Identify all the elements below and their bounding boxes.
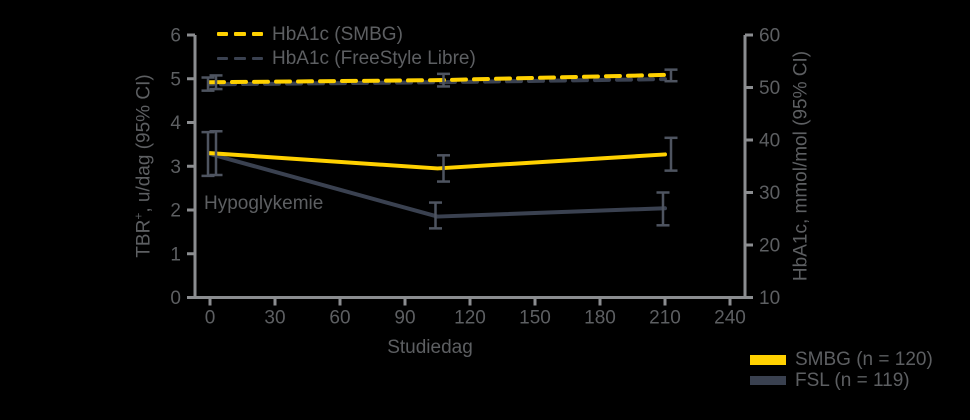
x-tick-label: 120 bbox=[454, 308, 486, 329]
smbg-color-swatch bbox=[750, 354, 786, 365]
y-right-tick-label: 40 bbox=[759, 131, 780, 152]
y-right-tick-label: 60 bbox=[759, 26, 780, 47]
y-left-tick-label: 0 bbox=[170, 288, 181, 309]
legend-top-row-smbg: HbA1c (SMBG) bbox=[217, 22, 476, 46]
x-tick-label: 180 bbox=[584, 308, 616, 329]
y-right-tick-label: 50 bbox=[759, 78, 780, 99]
y-left-axis-title: TBR+, u/dag (95% CI) bbox=[131, 74, 155, 258]
y-left-tick-label: 2 bbox=[170, 201, 181, 222]
legend-top: HbA1c (SMBG) HbA1c (FreeStyle Libre) bbox=[217, 22, 476, 70]
y-right-tick-label: 10 bbox=[759, 288, 780, 309]
legend-bottom-label-fsl: FSL (n = 119) bbox=[795, 370, 910, 391]
fsl-color-swatch bbox=[750, 376, 786, 385]
x-tick-label: 240 bbox=[714, 308, 746, 329]
hypoglykemie-annotation: Hypoglykemie bbox=[204, 193, 324, 214]
y-left-title-main: TBR bbox=[133, 219, 155, 258]
y-right-tick-label: 30 bbox=[759, 183, 780, 204]
y-left-tick-label: 5 bbox=[170, 69, 181, 90]
x-axis-title: Studiedag bbox=[387, 337, 473, 358]
y-left-tick-label: 6 bbox=[170, 26, 181, 47]
y-left-tick-label: 3 bbox=[170, 157, 181, 178]
y-left-tick-label: 1 bbox=[170, 244, 181, 265]
legend-bottom-label-smbg: SMBG (n = 120) bbox=[795, 349, 933, 370]
fsl-dashed-line-sample bbox=[217, 56, 263, 60]
legend-top-label-fsl: HbA1c (FreeStyle Libre) bbox=[272, 47, 476, 69]
y-left-title-rest: , u/dag (95% CI) bbox=[133, 74, 155, 213]
y-right-tick-label: 20 bbox=[759, 236, 780, 257]
x-tick-label: 90 bbox=[394, 308, 415, 329]
y-left-title-superscript: + bbox=[131, 212, 146, 220]
x-tick-label: 0 bbox=[205, 308, 216, 329]
x-tick-label: 30 bbox=[264, 308, 285, 329]
x-tick-label: 60 bbox=[329, 308, 350, 329]
legend-bottom: SMBG (n = 120) FSL (n = 119) bbox=[750, 349, 933, 391]
legend-top-label-smbg: HbA1c (SMBG) bbox=[272, 23, 403, 45]
legend-bottom-row-smbg: SMBG (n = 120) bbox=[750, 349, 933, 370]
series-line-fsl-hba1c bbox=[208, 77, 667, 87]
series-line-smbg-hba1c bbox=[208, 72, 667, 85]
series-line-smbg-tbr bbox=[208, 151, 667, 171]
legend-bottom-row-fsl: FSL (n = 119) bbox=[750, 370, 933, 391]
series-line-fsl-tbr bbox=[208, 152, 667, 219]
x-tick-label: 210 bbox=[649, 308, 681, 329]
smbg-dashed-line-sample bbox=[217, 32, 263, 36]
legend-top-row-fsl: HbA1c (FreeStyle Libre) bbox=[217, 46, 476, 70]
y-right-axis-title: HbA1c, mmol/mol (95% CI) bbox=[790, 50, 812, 282]
x-tick-label: 150 bbox=[519, 308, 551, 329]
y-left-tick-label: 4 bbox=[170, 113, 181, 134]
